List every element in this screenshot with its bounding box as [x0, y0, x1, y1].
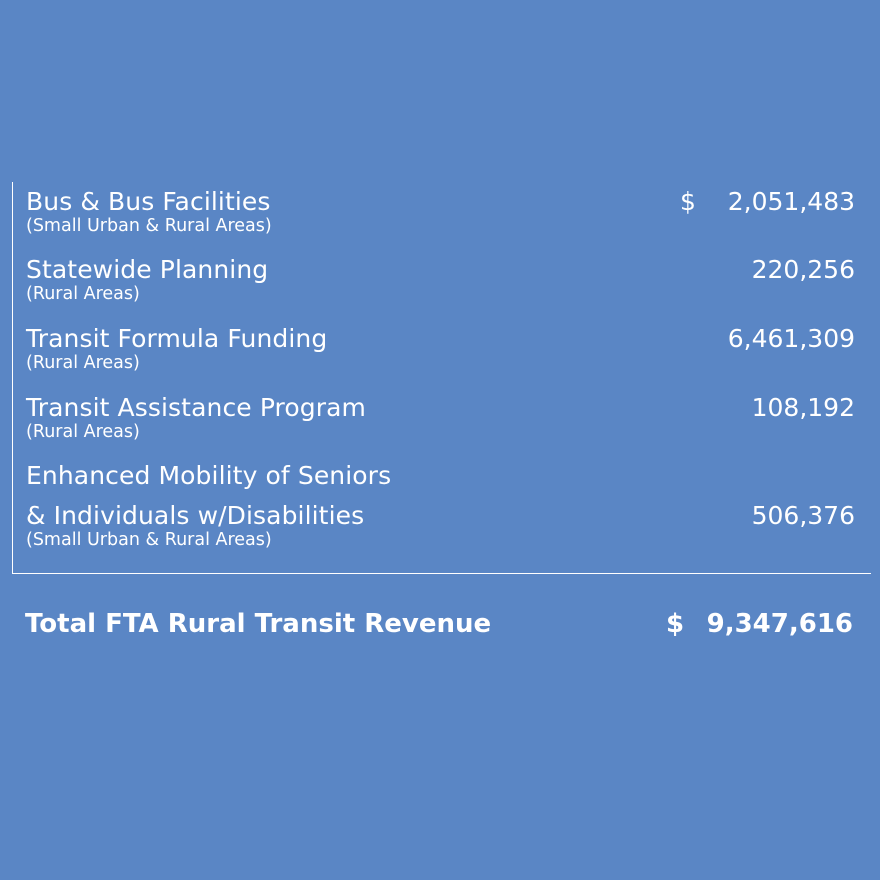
row-label: Statewide Planning	[26, 255, 269, 284]
row-label-line1: Enhanced Mobility of Seniors	[26, 461, 392, 490]
funding-table: Bus & Bus Facilities (Small Urban & Rura…	[12, 182, 871, 574]
table-row: Transit Assistance Program (Rural Areas)…	[26, 388, 855, 443]
table-row: Statewide Planning (Rural Areas) 220,256	[26, 250, 855, 305]
row-amount: 506,376	[751, 501, 855, 530]
table-row: Transit Formula Funding (Rural Areas) 6,…	[26, 319, 855, 374]
row-sublabel: (Rural Areas)	[26, 422, 140, 442]
row-label: Transit Formula Funding	[26, 324, 328, 353]
row-amount: 6,461,309	[727, 324, 855, 353]
row-sublabel: (Small Urban & Rural Areas)	[26, 216, 272, 236]
total-row: Total FTA Rural Transit Revenue $ 9,347,…	[25, 604, 853, 644]
row-amount: 2,051,483	[727, 187, 855, 216]
row-amount: 108,192	[751, 393, 855, 422]
total-currency-symbol: $	[666, 609, 685, 639]
row-amount: 220,256	[751, 255, 855, 284]
row-label: Transit Assistance Program	[26, 393, 367, 422]
row-label-line2: & Individuals w/Disabilities	[26, 501, 365, 530]
row-sublabel: (Rural Areas)	[26, 284, 140, 304]
row-label: Bus & Bus Facilities	[26, 187, 271, 216]
total-label: Total FTA Rural Transit Revenue	[25, 609, 492, 639]
table-row: Bus & Bus Facilities (Small Urban & Rura…	[26, 182, 855, 237]
table-row: Enhanced Mobility of Seniors & Individua…	[26, 456, 855, 551]
total-amount: 9,347,616	[706, 609, 853, 639]
currency-symbol: $	[680, 187, 696, 216]
row-sublabel: (Rural Areas)	[26, 353, 140, 373]
row-sublabel: (Small Urban & Rural Areas)	[26, 530, 272, 550]
